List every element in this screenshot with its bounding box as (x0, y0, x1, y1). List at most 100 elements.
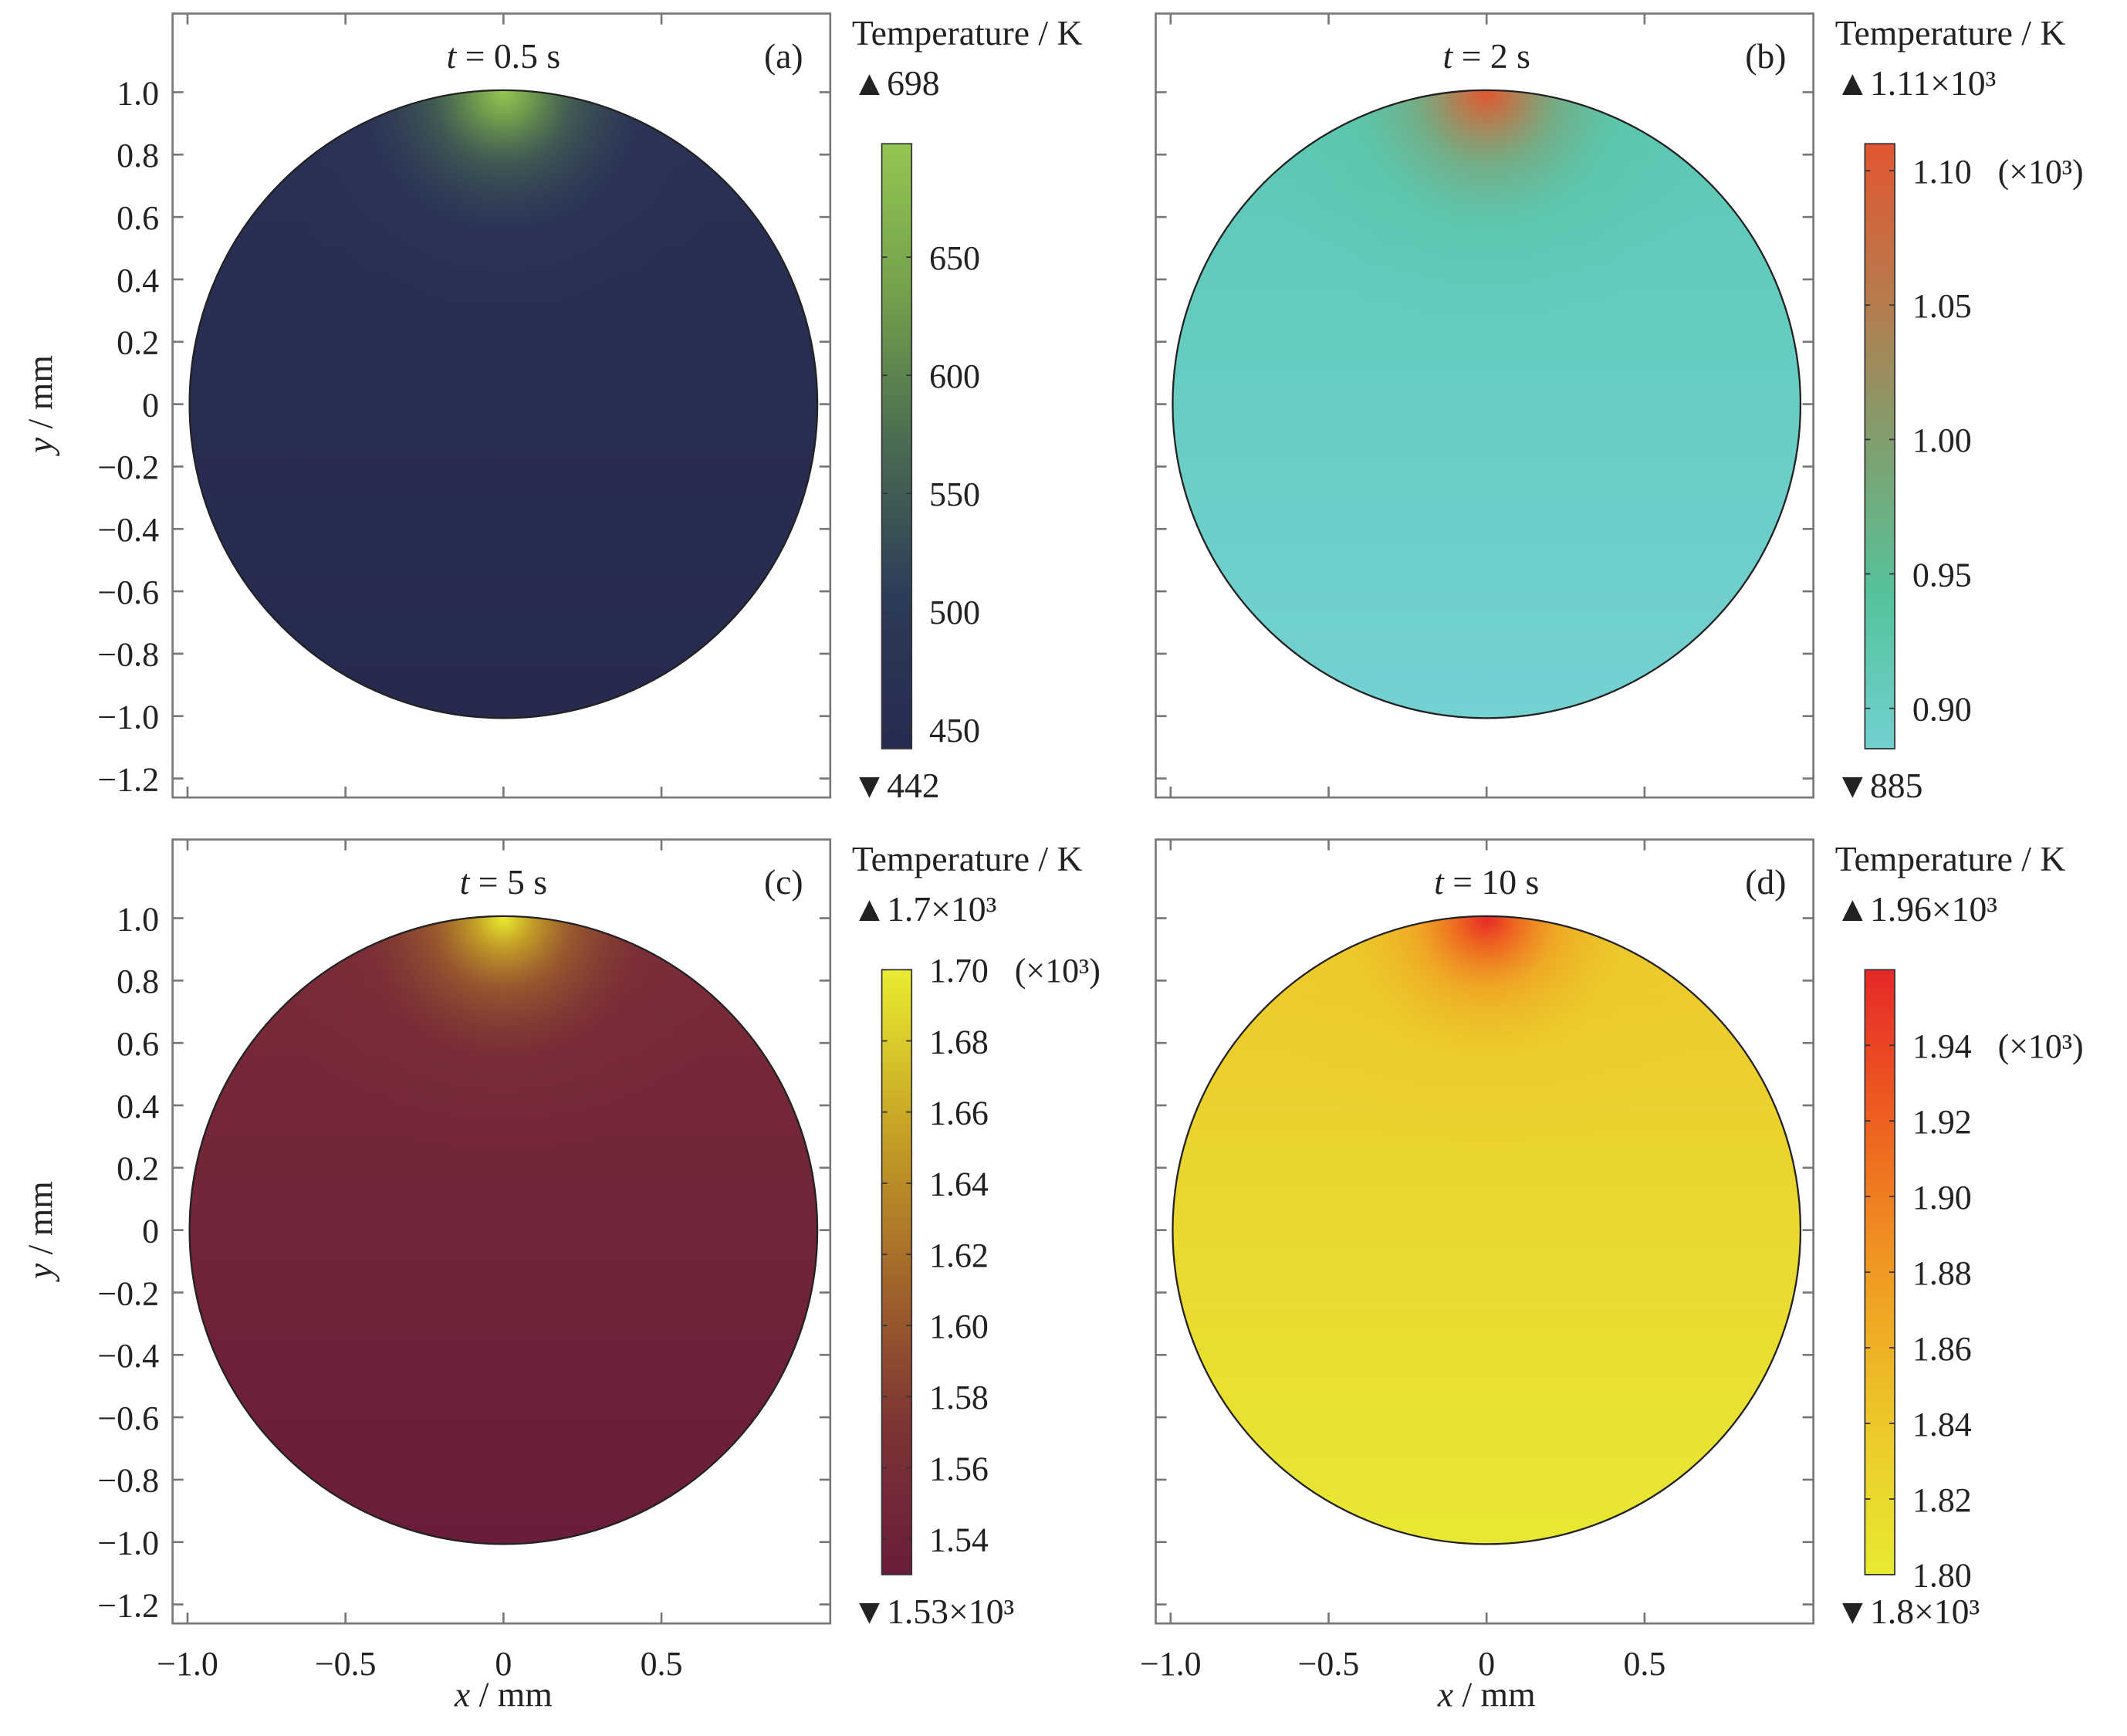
y-tick-label: −0.2 (97, 448, 159, 486)
colorbar-scale-label: (×10³) (1015, 952, 1101, 990)
plot-frame (171, 12, 832, 799)
colorbar-tick-label: 1.88 (1912, 1254, 1972, 1292)
panel-tag: (c) (764, 862, 803, 902)
time-label: t = 10 s (1434, 862, 1539, 902)
y-tick-label: 0.2 (117, 324, 159, 362)
y-tick-label: −0.8 (97, 636, 159, 674)
colorbar-scale-label: (×10³) (1998, 153, 2084, 191)
y-tick-label: 0.6 (117, 1025, 159, 1063)
colorbar-tick-label: 1.68 (929, 1023, 989, 1061)
x-tick-label: −0.5 (315, 1645, 377, 1683)
colorbar-min-label: ▼442 (852, 766, 940, 805)
panel-c: −1.0 −0.5 0 0.5 1.0 0.8 0.6 0.4 0.2 0 −0.2 −0.4 −0.6… (20, 838, 1101, 1714)
panel-d: −1.0 −0.5 0 0.5 t = 10 s (d) x / mm Temperature… (1140, 838, 2084, 1714)
colorbar-scale-label: (×10³) (1998, 1027, 2084, 1065)
colorbar-tick-label: 650 (929, 239, 980, 277)
y-tick-label: 0.8 (117, 137, 159, 174)
x-axis-label: x / mm (1437, 1674, 1536, 1714)
colorbar-title: Temperature / K (852, 839, 1083, 878)
heat-source-hotspot (1172, 89, 1802, 719)
colorbar-tick-label: 1.56 (929, 1450, 989, 1487)
colorbar-tick-label: 0.95 (1912, 556, 1972, 594)
colorbar-tick-label: 450 (929, 712, 980, 750)
colorbar-tick-label: 600 (929, 357, 980, 395)
colorbar-tick-label: 1.54 (929, 1521, 989, 1559)
colorbar-tick-label: 1.84 (1912, 1406, 1972, 1443)
y-tick-label: −0.4 (97, 1337, 159, 1375)
y-tick-label: 0.6 (117, 199, 159, 237)
x-axis-label: x / mm (454, 1674, 553, 1714)
y-tick-label: 0 (142, 386, 159, 424)
colorbar-tick-label: 1.60 (929, 1308, 989, 1345)
y-tick-label: −1.0 (97, 1524, 159, 1562)
time-label: t = 5 s (460, 862, 547, 902)
y-tick-label: 0 (142, 1212, 159, 1250)
heat-source-hotspot (188, 89, 819, 719)
y-tick-label: 1.0 (117, 900, 159, 938)
colorbar-tick-label: 1.62 (929, 1237, 989, 1274)
colorbar-tick-label: 1.66 (929, 1094, 989, 1132)
colorbar-title: Temperature / K (1835, 839, 2066, 878)
time-label: t = 2 s (1443, 36, 1530, 76)
colorbar-tick-label: 1.64 (929, 1166, 989, 1203)
time-label: t = 0.5 s (447, 36, 561, 76)
x-tick-label: −0.5 (1298, 1645, 1360, 1683)
colorbar-tick-label: 500 (929, 594, 980, 631)
y-tick-label: −0.6 (97, 574, 159, 611)
colorbar-tick-label: 550 (929, 475, 980, 513)
colorbar-max-label: ▲698 (852, 63, 940, 103)
colorbar (881, 143, 913, 750)
colorbar-tick-label: 1.80 (1912, 1557, 1972, 1595)
colorbar-min-label: ▼1.53×10³ (852, 1592, 1014, 1631)
y-tick-label: 0.4 (117, 262, 159, 299)
colorbar-tick-label: 1.00 (1912, 421, 1972, 459)
y-tick-label: −1.0 (97, 699, 159, 736)
x-tick-label: 0.5 (1623, 1645, 1665, 1683)
colorbar-max-label: ▲1.7×10³ (852, 889, 996, 929)
y-tick-label: −1.2 (97, 1586, 159, 1624)
colorbar-max-label: ▲1.96×10³ (1835, 889, 1997, 929)
colorbar-tick-label: 1.70 (929, 952, 989, 990)
colorbar-tick-label: 1.90 (1912, 1179, 1972, 1217)
panel-tag: (a) (764, 36, 803, 76)
y-tick-label: 0.4 (117, 1088, 159, 1125)
colorbar-max-label: ▲1.11×10³ (1835, 63, 1997, 103)
colorbar-tick-label: 1.94 (1912, 1027, 1972, 1065)
y-axis-label: y / mm (20, 1181, 59, 1282)
colorbar-tick-label: 1.92 (1912, 1103, 1972, 1141)
colorbar (881, 969, 913, 1575)
colorbar-min-label: ▼885 (1835, 766, 1923, 805)
y-tick-label: −0.2 (97, 1274, 159, 1312)
y-tick-label: −0.8 (97, 1462, 159, 1500)
x-tick-label: −1.0 (1140, 1645, 1202, 1683)
heat-source-hotspot (188, 915, 819, 1545)
colorbar-tick-label: 1.86 (1912, 1330, 1972, 1368)
colorbar-tick-label: 0.90 (1912, 690, 1972, 728)
x-tick-label: 0 (495, 1645, 512, 1683)
colorbar-tick-label: 1.58 (929, 1379, 989, 1416)
y-tick-label: 1.0 (117, 74, 159, 112)
x-tick-label: 0.5 (641, 1645, 683, 1683)
colorbar-tick-label: 1.10 (1912, 153, 1972, 191)
y-tick-label: 0.8 (117, 963, 159, 1000)
panel-tag: (d) (1745, 862, 1786, 902)
plot-frame (1155, 838, 1814, 1625)
x-tick-label: 0 (1478, 1645, 1495, 1683)
y-tick-label: −0.4 (97, 511, 159, 549)
plot-frame (171, 838, 832, 1625)
plot-frame (1155, 12, 1814, 799)
y-tick-label: −1.2 (97, 760, 159, 798)
y-tick-label: 0.2 (117, 1150, 159, 1188)
panel-tag: (b) (1745, 36, 1786, 76)
colorbar-tick-label: 1.82 (1912, 1481, 1972, 1519)
panel-a: 1.0 0.8 0.6 0.4 0.2 0 −0.2 −0.4 −0.6 −0.8 −1.0 −1.2… (20, 12, 1083, 805)
y-axis-label: y / mm (20, 355, 59, 456)
colorbar-min-label: ▼1.8×10³ (1835, 1592, 1980, 1631)
panel-b: t = 2 s (b) Temperature / K ▲1.11×10³ ▼885 1.… (1155, 12, 2084, 805)
colorbar (1864, 143, 1895, 750)
heat-source-hotspot (1172, 915, 1802, 1545)
y-tick-label: −0.6 (97, 1399, 159, 1437)
x-tick-label: −1.0 (157, 1645, 218, 1683)
colorbar-tick-label: 1.05 (1912, 287, 1972, 325)
